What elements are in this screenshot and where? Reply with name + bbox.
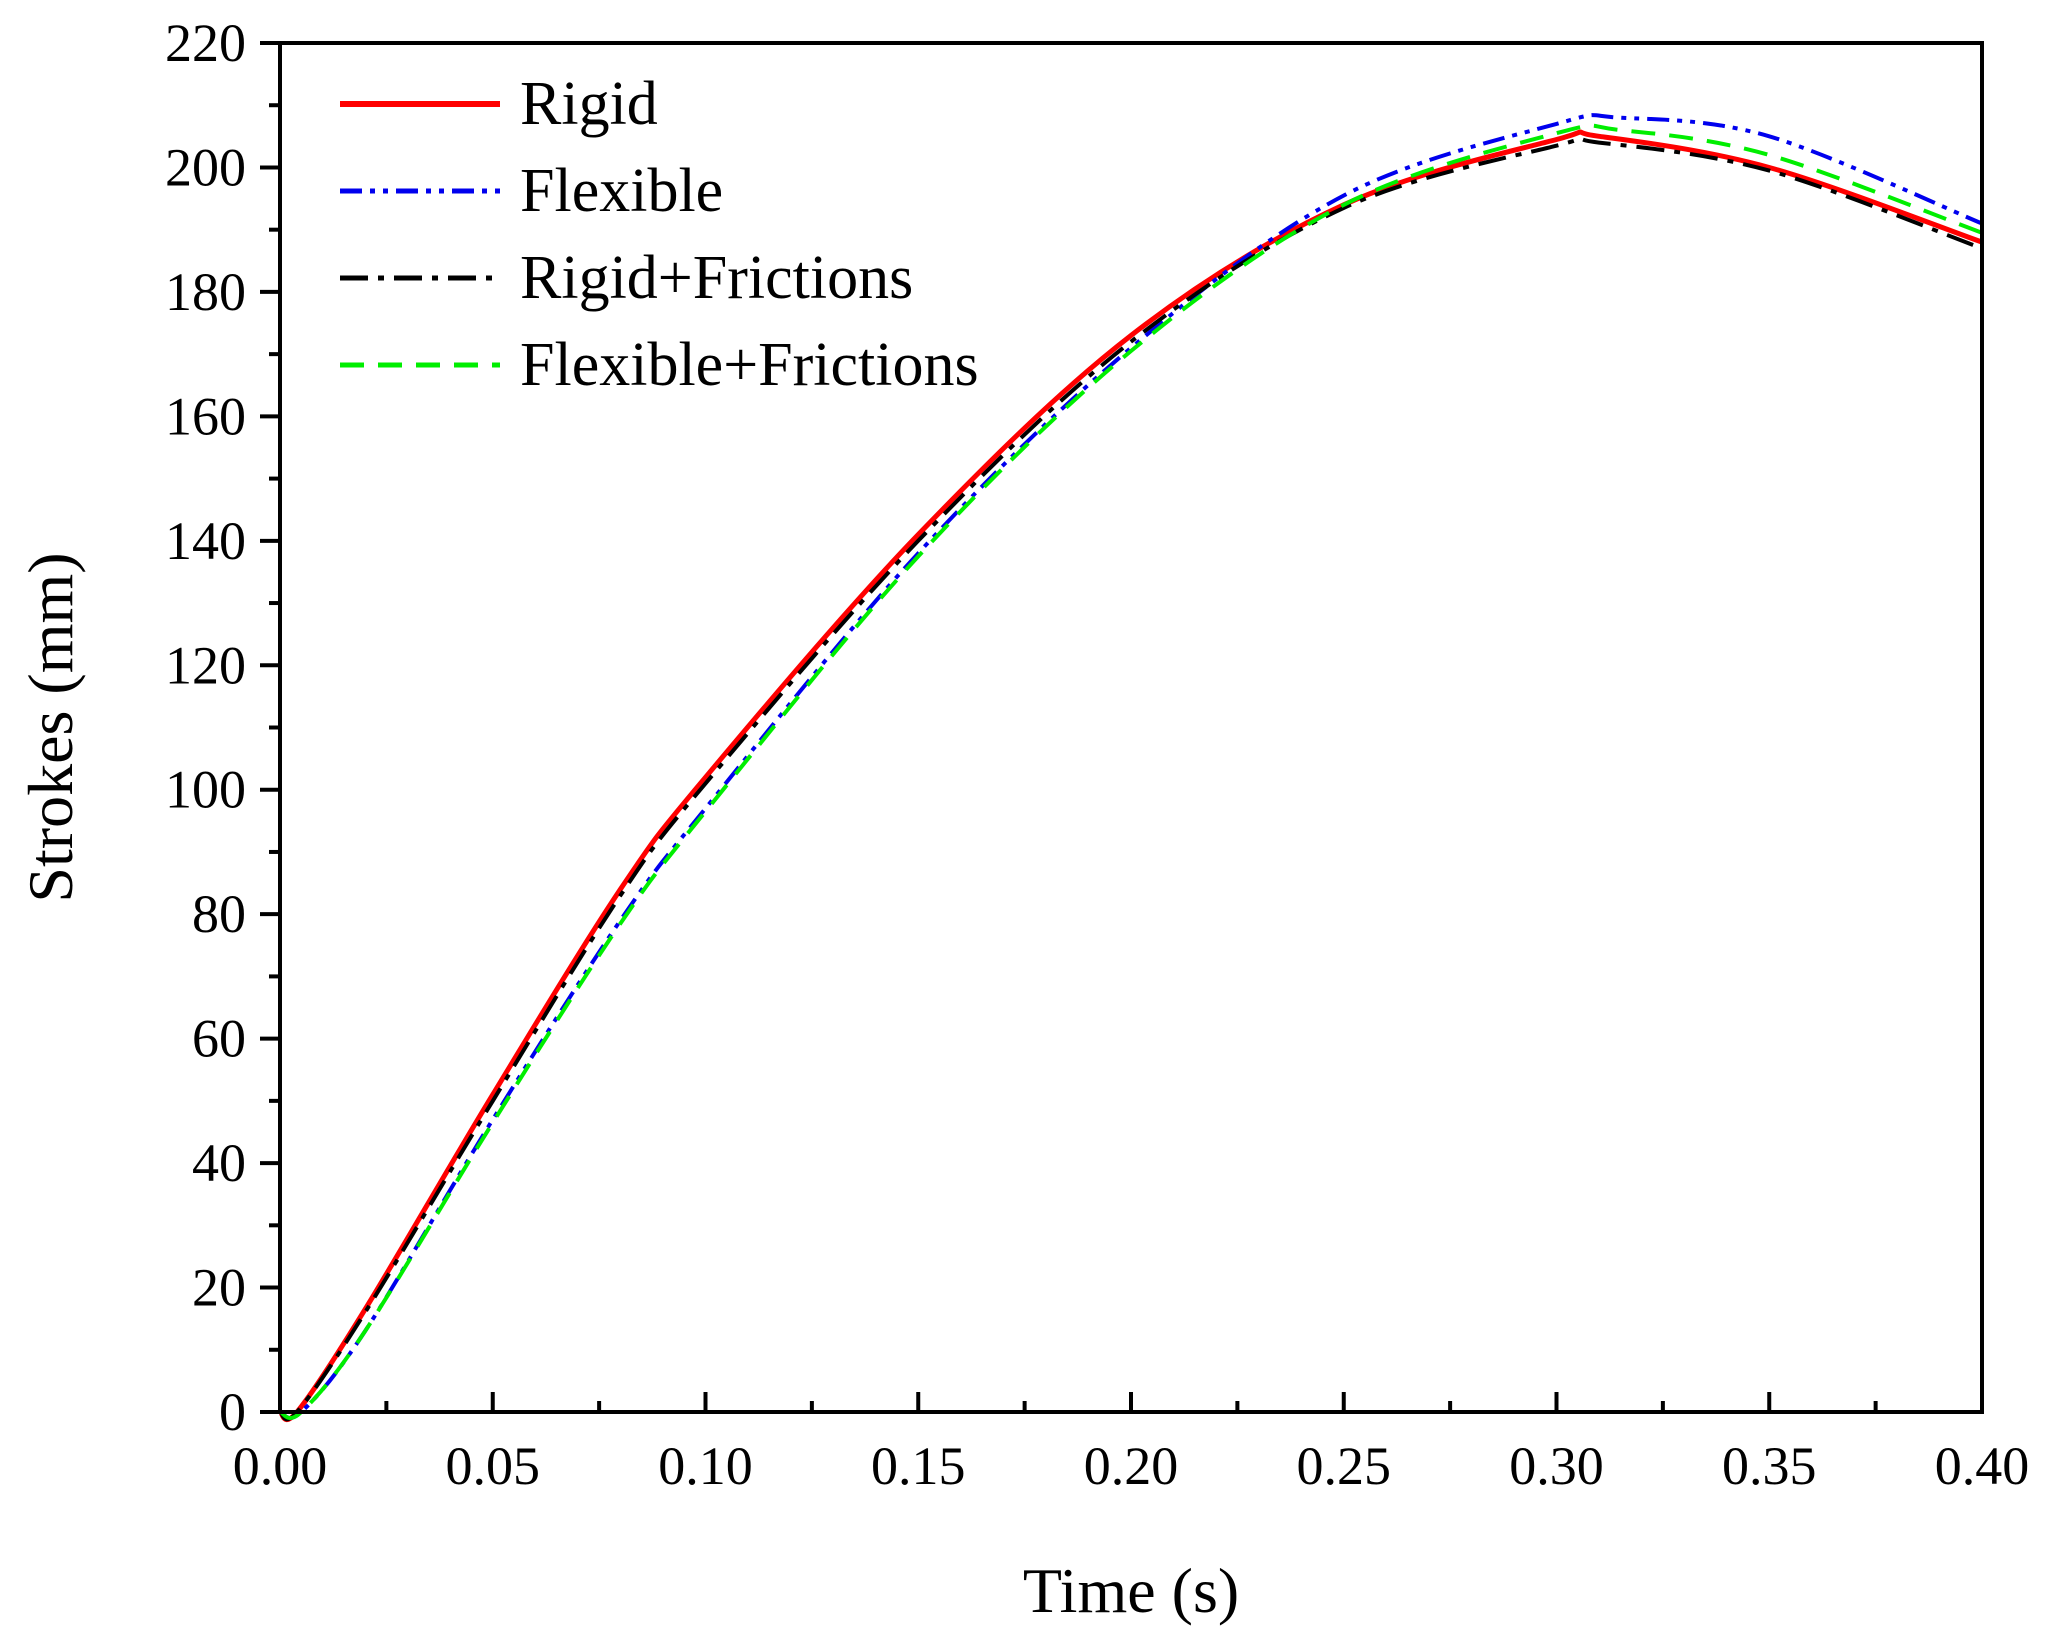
y-tick-label: 180	[165, 262, 246, 322]
x-tick-label: 0.30	[1509, 1436, 1604, 1496]
x-tick-label: 0.10	[658, 1436, 753, 1496]
y-tick-label: 60	[192, 1009, 246, 1069]
series-line-flexible	[279, 113, 1983, 1420]
x-tick-label: 0.00	[233, 1436, 328, 1496]
y-tick-label: 140	[165, 511, 246, 571]
legend: Rigid Flexible Rigid+Frictions Flexible+Fri…	[340, 70, 979, 399]
x-axis-title: Time (s)	[1023, 1555, 1239, 1626]
y-tick-label: 120	[165, 635, 246, 695]
legend-label-rigid: Rigid	[520, 70, 658, 138]
y-tick-label: 220	[165, 13, 246, 73]
series-layer	[278, 113, 1983, 1422]
legend-label-rigid-frictions: Rigid+Frictions	[520, 244, 913, 312]
legend-label-flexible: Flexible	[520, 157, 723, 225]
y-tick-label: 20	[192, 1258, 246, 1318]
series-line-flexible-frictions	[279, 123, 1983, 1420]
x-tick-label: 0.15	[871, 1436, 966, 1496]
y-tick-label: 160	[165, 386, 246, 446]
x-tick-label: 0.20	[1084, 1436, 1179, 1496]
y-tick-label: 80	[192, 884, 246, 944]
series-line-rigid-frictions	[278, 136, 1983, 1422]
y-axis-title: Strokes (mm)	[15, 552, 86, 902]
x-tick-label: 0.35	[1722, 1436, 1817, 1496]
legend-label-flexible-frictions: Flexible+Frictions	[520, 331, 979, 399]
y-tick-label: 100	[165, 760, 246, 820]
y-tick-label: 200	[165, 137, 246, 197]
x-tick-label: 0.05	[446, 1436, 541, 1496]
y-axis-ticks: 0 20 40 60 80 100 120 140 160 180 200 220	[165, 13, 280, 1442]
y-tick-label: 40	[192, 1133, 246, 1193]
series-line-rigid	[278, 129, 1983, 1422]
x-axis-ticks: 0.00 0.05 0.10 0.15 0.20 0.25 0.30 0.35 0.40	[233, 1392, 2030, 1496]
x-tick-label: 0.40	[1935, 1436, 2030, 1496]
plot-area-frame	[278, 41, 1984, 1414]
y-tick-label: 0	[219, 1382, 246, 1442]
x-tick-label: 0.25	[1297, 1436, 1392, 1496]
